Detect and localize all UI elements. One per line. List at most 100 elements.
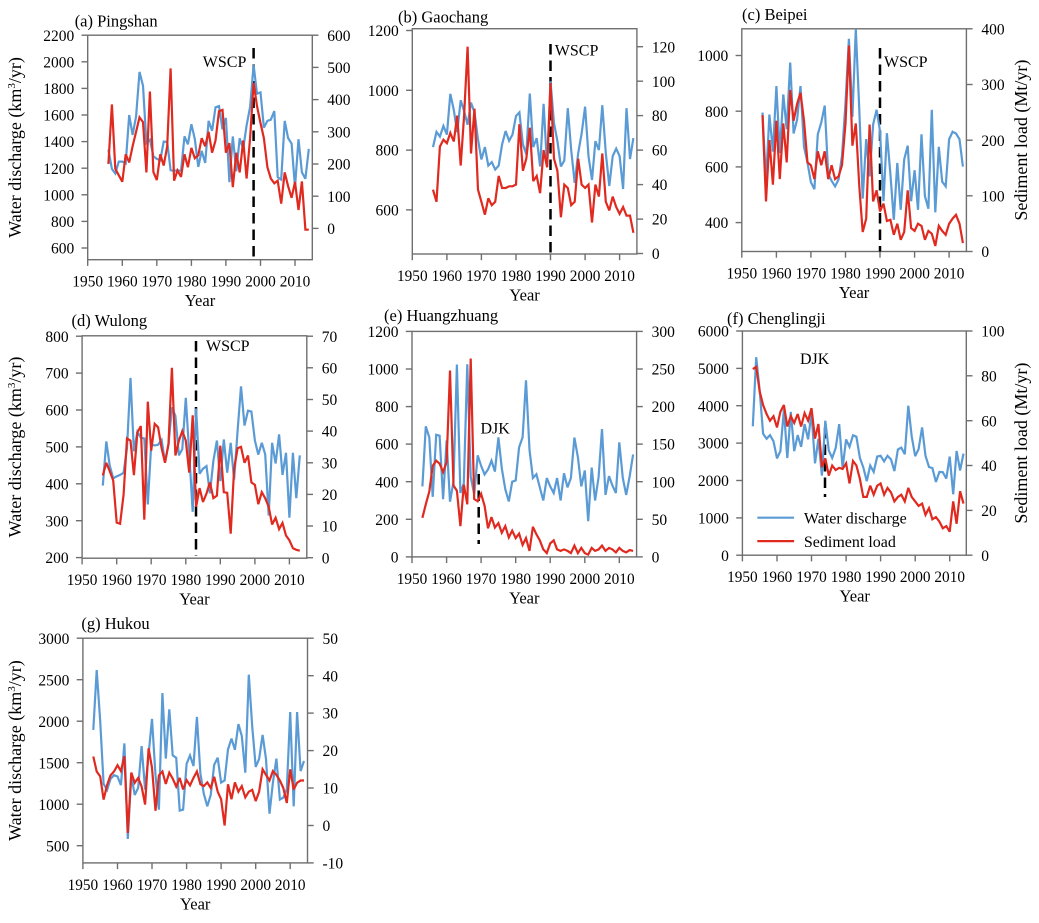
svg-text:50: 50 bbox=[652, 512, 668, 529]
svg-text:Year: Year bbox=[509, 588, 540, 607]
svg-text:400: 400 bbox=[705, 215, 729, 232]
svg-text:Water discharge: Water discharge bbox=[804, 511, 907, 528]
svg-text:1500: 1500 bbox=[38, 755, 69, 772]
svg-text:800: 800 bbox=[376, 143, 400, 160]
svg-text:2010: 2010 bbox=[604, 571, 635, 588]
svg-text:2000: 2000 bbox=[900, 569, 931, 586]
svg-text:500: 500 bbox=[46, 838, 70, 855]
svg-text:600: 600 bbox=[376, 203, 400, 220]
svg-text:80: 80 bbox=[652, 108, 668, 125]
svg-text:400: 400 bbox=[327, 92, 351, 109]
svg-text:1960: 1960 bbox=[101, 572, 132, 589]
svg-text:DJK: DJK bbox=[481, 421, 511, 438]
svg-text:50: 50 bbox=[323, 631, 339, 648]
svg-text:(d) Wulong: (d) Wulong bbox=[72, 311, 148, 330]
svg-text:40: 40 bbox=[981, 458, 997, 475]
svg-text:1200: 1200 bbox=[368, 324, 399, 341]
svg-text:1970: 1970 bbox=[796, 569, 827, 586]
svg-text:Sediment load (Mt/yr): Sediment load (Mt/yr) bbox=[1011, 60, 1032, 221]
svg-text:2000: 2000 bbox=[240, 572, 271, 589]
svg-text:1990: 1990 bbox=[206, 877, 237, 894]
svg-text:600: 600 bbox=[45, 403, 69, 420]
svg-text:1990: 1990 bbox=[535, 571, 566, 588]
svg-text:Sediment load (Mt/yr): Sediment load (Mt/yr) bbox=[1011, 363, 1032, 524]
svg-text:20: 20 bbox=[981, 503, 997, 520]
svg-text:400: 400 bbox=[981, 21, 1005, 38]
svg-text:800: 800 bbox=[45, 329, 69, 346]
svg-text:Year: Year bbox=[179, 590, 210, 609]
svg-text:20: 20 bbox=[652, 212, 668, 229]
svg-text:50: 50 bbox=[322, 392, 338, 409]
svg-text:2010: 2010 bbox=[934, 266, 965, 283]
svg-text:1970: 1970 bbox=[136, 572, 167, 589]
svg-text:(g) Hukou: (g) Hukou bbox=[81, 614, 149, 633]
svg-text:2010: 2010 bbox=[274, 572, 305, 589]
svg-text:500: 500 bbox=[45, 440, 69, 457]
svg-text:60: 60 bbox=[981, 413, 997, 430]
svg-text:100: 100 bbox=[981, 188, 1005, 205]
svg-text:2010: 2010 bbox=[280, 274, 311, 291]
svg-text:4000: 4000 bbox=[698, 398, 729, 415]
svg-text:1990: 1990 bbox=[865, 266, 896, 283]
svg-text:60: 60 bbox=[322, 360, 338, 377]
svg-text:-10: -10 bbox=[323, 856, 344, 873]
svg-text:1980: 1980 bbox=[171, 877, 202, 894]
svg-text:Year: Year bbox=[185, 291, 216, 310]
svg-text:1970: 1970 bbox=[466, 571, 497, 588]
svg-text:1960: 1960 bbox=[432, 268, 463, 285]
svg-text:100: 100 bbox=[327, 189, 351, 206]
svg-text:WSCP: WSCP bbox=[555, 42, 599, 59]
svg-text:300: 300 bbox=[652, 324, 676, 341]
svg-text:0: 0 bbox=[981, 244, 989, 261]
svg-text:600: 600 bbox=[51, 241, 75, 258]
svg-text:60: 60 bbox=[652, 143, 668, 160]
svg-text:200: 200 bbox=[981, 133, 1005, 150]
svg-text:0: 0 bbox=[981, 548, 989, 565]
svg-text:0: 0 bbox=[322, 550, 330, 567]
svg-text:1990: 1990 bbox=[535, 268, 566, 285]
svg-text:0: 0 bbox=[652, 246, 660, 263]
svg-text:Sediment load: Sediment load bbox=[804, 534, 896, 551]
svg-text:1950: 1950 bbox=[72, 274, 103, 291]
svg-text:1960: 1960 bbox=[102, 877, 133, 894]
svg-text:5000: 5000 bbox=[698, 361, 729, 378]
svg-text:30: 30 bbox=[323, 706, 339, 723]
svg-text:Year: Year bbox=[180, 894, 211, 913]
svg-text:1400: 1400 bbox=[43, 134, 74, 151]
svg-text:1950: 1950 bbox=[727, 266, 758, 283]
svg-text:WSCP: WSCP bbox=[884, 54, 928, 71]
svg-text:1980: 1980 bbox=[171, 572, 202, 589]
svg-text:1000: 1000 bbox=[698, 511, 729, 528]
svg-text:1950: 1950 bbox=[67, 572, 98, 589]
svg-text:1960: 1960 bbox=[107, 274, 138, 291]
svg-text:Year: Year bbox=[839, 283, 870, 302]
svg-text:0: 0 bbox=[391, 550, 399, 567]
svg-text:300: 300 bbox=[981, 77, 1005, 94]
svg-text:1990: 1990 bbox=[205, 572, 236, 589]
svg-text:0: 0 bbox=[323, 818, 331, 835]
svg-text:Water discharge (km3/yr): Water discharge (km3/yr) bbox=[5, 357, 26, 538]
svg-text:1960: 1960 bbox=[761, 266, 792, 283]
svg-text:1980: 1980 bbox=[176, 274, 207, 291]
svg-text:2000: 2000 bbox=[570, 268, 601, 285]
svg-text:800: 800 bbox=[375, 399, 399, 416]
svg-text:600: 600 bbox=[705, 160, 729, 177]
svg-text:300: 300 bbox=[45, 513, 69, 530]
svg-text:WSCP: WSCP bbox=[206, 338, 250, 355]
svg-text:1000: 1000 bbox=[43, 187, 74, 204]
svg-text:80: 80 bbox=[981, 368, 997, 385]
svg-text:1960: 1960 bbox=[762, 569, 793, 586]
svg-text:1990: 1990 bbox=[211, 274, 242, 291]
svg-text:0: 0 bbox=[721, 548, 729, 565]
svg-text:40: 40 bbox=[322, 424, 338, 441]
svg-text:1950: 1950 bbox=[68, 877, 99, 894]
svg-text:1950: 1950 bbox=[397, 571, 428, 588]
svg-text:400: 400 bbox=[375, 474, 399, 491]
svg-text:1970: 1970 bbox=[137, 877, 168, 894]
svg-text:500: 500 bbox=[327, 60, 351, 77]
svg-text:(c) Beipei: (c) Beipei bbox=[742, 5, 808, 24]
svg-text:700: 700 bbox=[45, 366, 69, 383]
svg-text:2010: 2010 bbox=[275, 877, 306, 894]
svg-text:1200: 1200 bbox=[368, 23, 399, 40]
svg-text:1970: 1970 bbox=[466, 268, 497, 285]
